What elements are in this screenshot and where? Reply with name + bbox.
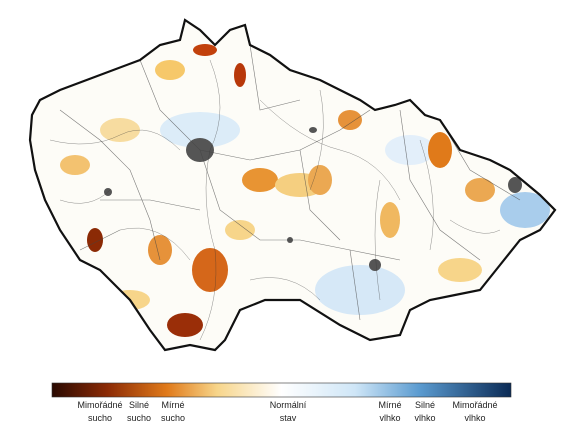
map-regions <box>49 44 550 341</box>
legend-label: Normální <box>270 400 307 410</box>
legend-labels: Mimořádné sucho Silné sucho Mírné sucho … <box>77 400 497 423</box>
legend-label: stav <box>280 413 297 423</box>
legend-label: Mírné <box>378 400 401 410</box>
legend-label: Mírné <box>161 400 184 410</box>
legend-label: vlhko <box>414 413 435 423</box>
color-scale <box>51 382 512 398</box>
legend-label: sucho <box>127 413 151 423</box>
legend-label: Mimořádné <box>77 400 122 410</box>
legend-label: sucho <box>88 413 112 423</box>
legend-label: Silné <box>415 400 435 410</box>
legend-label: vlhko <box>464 413 485 423</box>
legend-label: vlhko <box>379 413 400 423</box>
legend-label: Silné <box>129 400 149 410</box>
legend-label: Mimořádné <box>452 400 497 410</box>
legend-label: sucho <box>161 413 185 423</box>
